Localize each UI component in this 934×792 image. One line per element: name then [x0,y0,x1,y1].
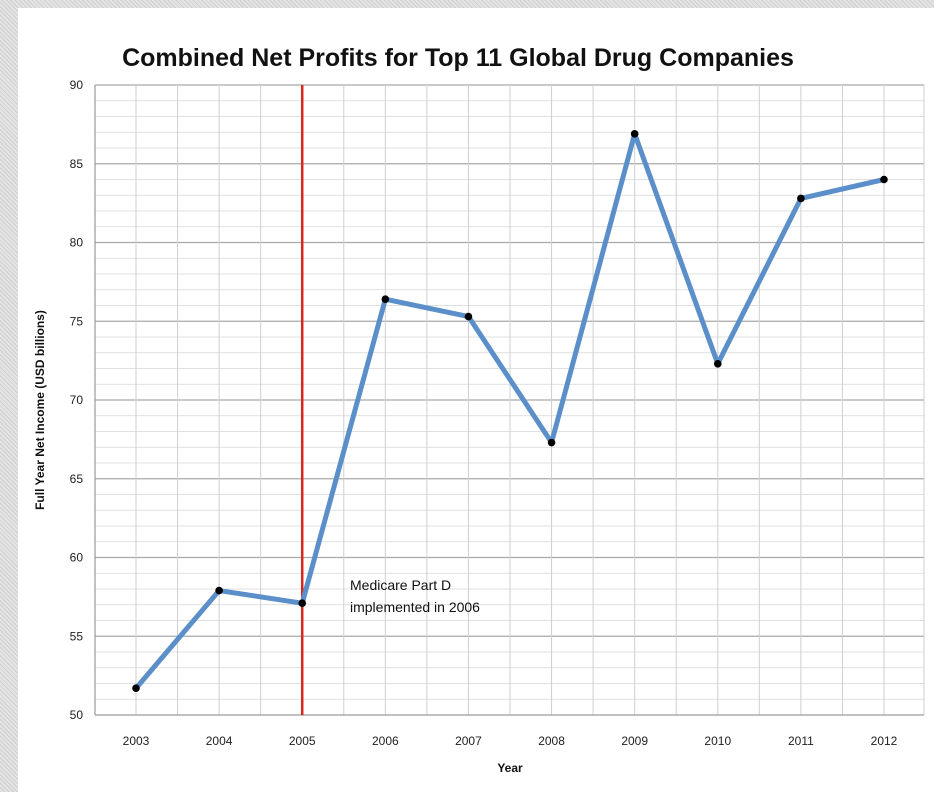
data-point [797,194,805,203]
data-point [713,359,722,368]
grid [95,84,925,715]
y-tick-label: 75 [70,314,84,328]
y-axis-label: Full Year Net Income (USD billions) [33,310,47,510]
y-tick-label: 50 [70,708,84,722]
chart-card: 50 55 60 65 70 75 80 85 90 2003 2004 2005 2006 2007 20… [18,8,934,792]
annotation-line-2: implemented in 2006 [350,599,480,615]
x-tick-label: 2007 [455,734,482,748]
x-axis-label: Year [497,761,523,775]
data-point [381,295,390,304]
y-tick-label: 70 [70,393,84,407]
y-tick-label: 90 [70,78,84,92]
x-tick-label: 2006 [372,734,399,748]
x-tick-label: 2004 [206,734,233,748]
data-point [132,684,140,693]
data-point [464,312,473,321]
x-tick-label: 2005 [289,734,316,748]
x-tick-label: 2012 [871,734,898,748]
x-tick-label: 2011 [788,734,814,748]
x-tick-label: 2010 [704,734,731,748]
data-point [630,130,639,138]
data-point [880,175,888,184]
line-chart: 50 55 60 65 70 75 80 85 90 2003 2004 2005 2006 2007 20… [33,44,925,775]
y-tick-label: 60 [70,551,84,565]
series-line [133,131,887,691]
y-tick-label: 85 [70,157,84,171]
data-point [547,438,556,447]
data-point [298,599,307,607]
chart-title: Combined Net Profits for Top 11 Global D… [122,44,794,72]
y-tick-label: 65 [70,472,84,486]
data-point [215,586,223,595]
y-tick-label: 55 [70,629,84,643]
x-tick-label: 2009 [621,734,648,748]
axes: 50 55 60 65 70 75 80 85 90 2003 2004 2005 2006 2007 20… [70,78,924,748]
series-group [132,130,888,693]
x-tick-label: 2003 [123,734,150,748]
annotation-line-1: Medicare Part D [350,577,451,593]
y-tick-label: 80 [70,236,84,250]
x-tick-label: 2008 [538,734,565,748]
